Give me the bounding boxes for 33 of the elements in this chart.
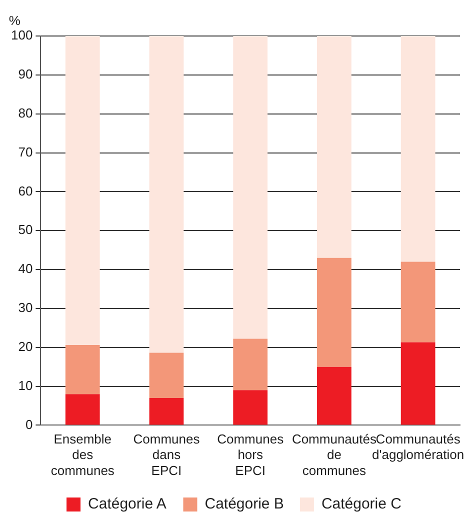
y-tick-label: 70 <box>18 144 33 160</box>
x-tick-label: Communes hors EPCI <box>217 432 284 478</box>
y-tick-label: 10 <box>18 378 33 393</box>
bar <box>149 398 184 425</box>
x-tick-label: Ensemble des communes <box>50 432 115 478</box>
legend-label: Catégorie A <box>88 496 166 513</box>
y-tick-label: 80 <box>18 105 33 120</box>
y-tick-label: 50 <box>18 222 33 238</box>
y-tick-label: 0 <box>25 416 33 432</box>
bar <box>65 36 100 346</box>
y-tick-label: 20 <box>18 338 33 354</box>
y-axis-title: % <box>8 13 21 28</box>
bar <box>317 366 352 425</box>
y-tick-label: 100 <box>10 28 33 43</box>
bar <box>65 345 100 394</box>
bar <box>233 338 268 390</box>
bar <box>400 262 436 342</box>
bar <box>400 342 436 425</box>
y-tick-label: 60 <box>18 183 33 198</box>
y-tick-label: 30 <box>18 300 33 316</box>
bar <box>233 390 268 425</box>
legend-label: Catégorie B <box>204 496 284 513</box>
bar <box>149 36 184 353</box>
bar <box>317 258 352 367</box>
y-tick-label: 90 <box>18 66 33 82</box>
bar <box>233 36 268 339</box>
bar <box>65 394 100 425</box>
bar <box>317 36 352 258</box>
x-tick-label: Communes dans EPCI <box>133 432 200 478</box>
bar <box>149 352 184 398</box>
legend-label: Catégorie C <box>321 496 402 513</box>
bar <box>400 36 436 262</box>
y-tick-label: 40 <box>18 261 33 276</box>
